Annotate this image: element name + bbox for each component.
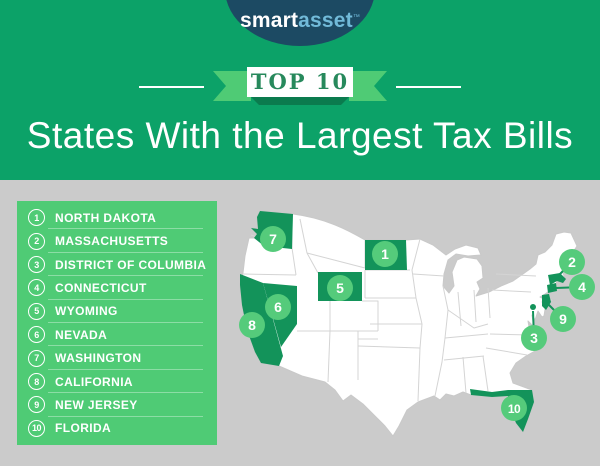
list-item-washington: 7 WASHINGTON: [17, 346, 217, 370]
list-item-connecticut: 4 CONNECTICUT: [17, 276, 217, 300]
list-item-district-of-columbia: 3 DISTRICT OF COLUMBIA: [17, 253, 217, 277]
marker-circle: [327, 275, 353, 301]
list-item-california: 8 CALIFORNIA: [17, 370, 217, 394]
list-divider: [48, 368, 203, 370]
state-name-label: NEVADA: [55, 327, 108, 342]
state-name-label: WASHINGTON: [55, 351, 142, 366]
list-divider: [48, 275, 203, 277]
state-new-jersey: [542, 294, 551, 310]
top10-ribbon: TOP 10: [139, 67, 461, 105]
state-name-label: MASSACHUSETTS: [55, 234, 169, 249]
list-divider: [48, 251, 203, 253]
list-divider: [48, 228, 203, 230]
marker-number: 7: [269, 231, 277, 247]
marker-circle: [550, 306, 576, 332]
map-markers: 1 2 3 4 5: [239, 226, 595, 421]
marker-number: 9: [559, 311, 567, 327]
rank-number-badge: 5: [28, 302, 45, 320]
rank-number-badge: 9: [28, 396, 45, 414]
map-marker-massachusetts: 2: [559, 249, 585, 275]
map-marker-wyoming: 5: [327, 275, 353, 301]
rank-number-badge: 4: [28, 279, 45, 297]
ribbon-wing-right: [349, 71, 387, 101]
list-item-nevada: 6 NEVADA: [17, 323, 217, 347]
marker-circle: [569, 274, 595, 300]
ribbon-wing-left: [213, 71, 251, 101]
state-name-label: NEW JERSEY: [55, 397, 138, 412]
state-name-label: DISTRICT OF COLUMBIA: [55, 257, 207, 272]
marker-circle: [559, 249, 585, 275]
map-marker-florida: 10: [501, 395, 527, 421]
list-divider: [48, 345, 203, 347]
map-marker-nevada: 6: [265, 294, 291, 320]
list-divider: [48, 392, 203, 394]
rank-number-badge: 2: [28, 232, 45, 250]
marker-number: 5: [336, 280, 344, 296]
rank-number-badge: 7: [28, 349, 45, 367]
list-item-wyoming: 5 WYOMING: [17, 300, 217, 324]
trademark-symbol: ™: [352, 14, 361, 21]
marker-circle: [239, 312, 265, 338]
marker-number: 2: [568, 254, 576, 270]
state-massachusetts: [548, 273, 566, 285]
map-marker-california: 8: [239, 312, 265, 338]
ranking-list: 1 NORTH DAKOTA 2 MASSACHUSETTS 3 DISTRIC…: [17, 201, 217, 445]
state-name-label: CALIFORNIA: [55, 374, 133, 389]
list-item-florida: 10 FLORIDA: [17, 417, 217, 440]
state-name-label: NORTH DAKOTA: [55, 210, 157, 225]
logo-word-asset: asset: [298, 9, 353, 32]
marker-number: 8: [248, 317, 256, 333]
marker-circle: [372, 241, 398, 267]
marker-circle: [260, 226, 286, 252]
map-marker-district-of-columbia: 3: [521, 325, 547, 351]
smartasset-logo-text: smartasset™: [225, 9, 375, 33]
marker-number: 3: [530, 330, 538, 346]
marker-circle: [521, 325, 547, 351]
page-title: States With the Largest Tax Bills: [26, 115, 574, 156]
ribbon-plate: [247, 67, 353, 97]
rank-number-badge: 3: [28, 256, 45, 274]
map-marker-washington: 7: [260, 226, 286, 252]
rank-number-badge: 10: [28, 419, 45, 437]
list-divider: [48, 415, 203, 417]
marker-number: 6: [274, 299, 282, 315]
map-marker-north-dakota: 1: [372, 241, 398, 267]
map-marker-connecticut: 4: [569, 274, 595, 300]
map-section: 1 NORTH DAKOTA 2 MASSACHUSETTS 3 DISTRIC…: [0, 180, 600, 466]
marker-circle: [265, 294, 291, 320]
state-connecticut: [547, 283, 557, 293]
state-name-label: WYOMING: [55, 304, 118, 319]
marker-number: 10: [508, 402, 521, 416]
state-name-label: FLORIDA: [55, 421, 112, 436]
logo-word-smart: smart: [239, 9, 299, 32]
rank-number-badge: 6: [28, 326, 45, 344]
ribbon-label: TOP 10: [251, 69, 349, 94]
marker-number: 4: [578, 279, 586, 295]
rank-number-badge: 1: [28, 209, 45, 227]
us-map: 1 2 3 4 5: [239, 210, 595, 437]
list-item-massachusetts: 2 MASSACHUSETTS: [17, 229, 217, 253]
state-district-of-columbia: [530, 304, 536, 310]
rank-number-badge: 8: [28, 373, 45, 391]
map-marker-new-jersey: 9: [550, 306, 576, 332]
state-name-label: CONNECTICUT: [55, 280, 147, 295]
ribbon-fold: [251, 97, 349, 105]
list-item-north-dakota: 1 NORTH DAKOTA: [17, 206, 217, 230]
header-band: smartasset™ TOP 10 States With the Large…: [0, 0, 600, 180]
list-divider: [48, 322, 203, 324]
list-item-new-jersey: 9 NEW JERSEY: [17, 393, 217, 417]
marker-number: 1: [381, 246, 389, 262]
list-divider: [48, 298, 203, 300]
marker-circle: [501, 395, 527, 421]
